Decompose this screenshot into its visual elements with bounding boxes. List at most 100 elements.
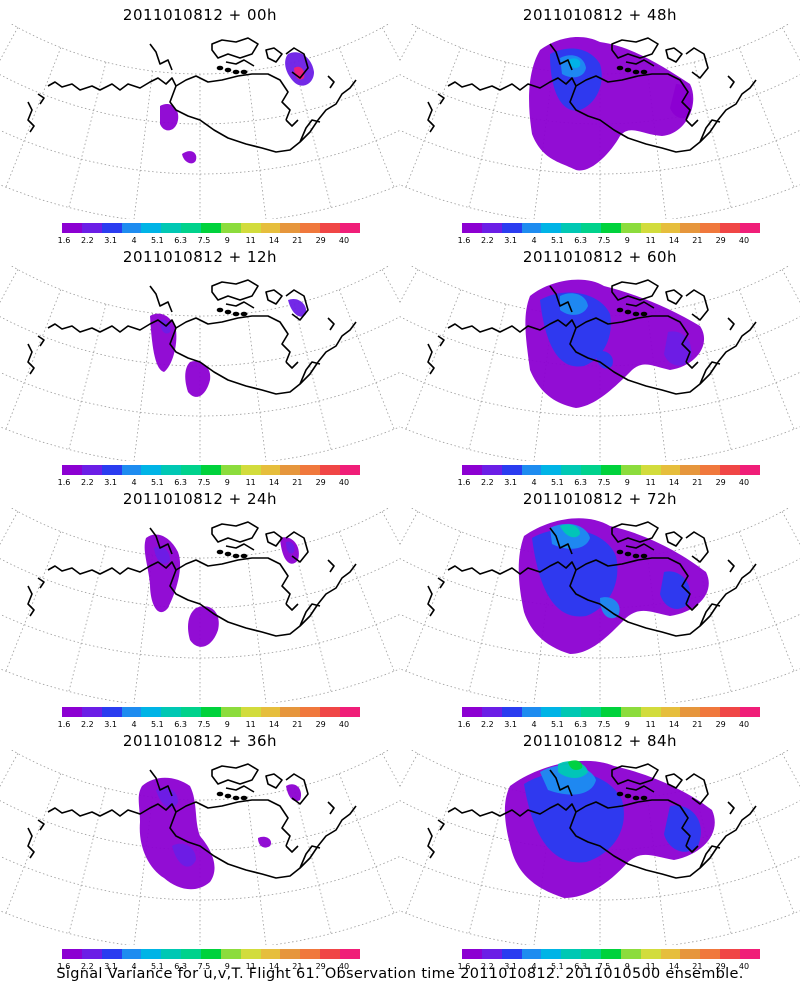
colorbar-label: 4 xyxy=(531,478,537,487)
map xyxy=(0,24,400,219)
colorbar-label: 7.5 xyxy=(197,720,211,729)
colorbar-swatch xyxy=(300,707,321,717)
longitude-line xyxy=(0,27,19,61)
graticule xyxy=(0,24,400,219)
map xyxy=(400,750,800,945)
variance-region xyxy=(670,84,693,119)
colorbar-label: 29 xyxy=(315,962,326,971)
colorbar-label: 5.1 xyxy=(150,962,164,971)
colorbar-swatch xyxy=(481,223,502,233)
variance-region xyxy=(185,360,211,397)
colorbar-swatch xyxy=(62,223,82,233)
colorbar-swatch xyxy=(240,223,261,233)
longitude-line xyxy=(405,47,462,188)
colorbar-label: 11 xyxy=(645,236,656,245)
colorbar-label: 11 xyxy=(645,478,656,487)
longitude-line xyxy=(338,531,395,672)
colorbar-swatch xyxy=(81,465,102,475)
colorbar-label: 14 xyxy=(668,962,680,971)
coast-segment xyxy=(327,75,335,89)
coast-segment xyxy=(685,289,709,321)
colorbar-label: 11 xyxy=(645,962,656,971)
colorbar-labels: 1.6 2.2 3.1 4 5.1 6.3 7.5 9 11 14 21 29 40 xyxy=(0,236,400,246)
coast-segment xyxy=(549,769,573,797)
colorbar-swatch xyxy=(680,465,701,475)
coast-segment xyxy=(149,43,173,71)
latitude-line xyxy=(10,266,390,317)
colorbar-label: 40 xyxy=(738,236,750,245)
colorbar-swatch xyxy=(141,465,162,475)
coast-segment xyxy=(685,603,699,611)
coast-segment xyxy=(447,803,577,817)
variance-region xyxy=(154,546,170,564)
coast-segment xyxy=(175,315,291,363)
colorbar-swatch xyxy=(740,707,760,717)
coast-segment xyxy=(327,559,335,573)
colorbar-label: 14 xyxy=(268,962,280,971)
coast-segment xyxy=(611,279,659,301)
panel-title: 2011010812 + 72h xyxy=(522,490,678,508)
coast-segment xyxy=(317,321,357,363)
colorbar-swatch xyxy=(320,465,341,475)
colorbar-swatch xyxy=(541,223,562,233)
colorbar-swatch xyxy=(101,465,122,475)
graticule xyxy=(0,508,400,703)
coast-segment xyxy=(437,93,445,105)
colorbar-label: 29 xyxy=(715,236,726,245)
coast-segment xyxy=(285,845,299,853)
coastline xyxy=(27,37,357,153)
longitude-line xyxy=(5,773,62,914)
longitude-line xyxy=(738,531,795,672)
colorbar-swatch xyxy=(340,223,360,233)
coast-segment xyxy=(549,527,573,555)
panel-title: 2011010812 + 12h xyxy=(122,248,278,266)
colorbar-label: 1.6 xyxy=(457,236,471,245)
coastline xyxy=(427,763,757,879)
coast-segment xyxy=(717,79,757,121)
colorbar-label: 1.6 xyxy=(457,962,471,971)
longitude-line xyxy=(468,62,507,208)
colorbar-swatch xyxy=(62,707,82,717)
colorbar-label: 3.1 xyxy=(104,236,118,245)
colorbar-swatch xyxy=(101,223,122,233)
coast-segment xyxy=(317,79,357,121)
island xyxy=(232,553,240,559)
colorbar-label: 40 xyxy=(338,720,350,729)
colorbar-swatch xyxy=(660,223,681,233)
coast-segment xyxy=(717,805,757,847)
colorbar-swatch xyxy=(320,707,341,717)
colorbar-label: 2.2 xyxy=(480,720,494,729)
coast-segment xyxy=(211,279,259,301)
variance-region xyxy=(288,298,307,317)
colorbar-swatch xyxy=(561,707,582,717)
coast-segment xyxy=(299,361,321,385)
coast-segment xyxy=(575,73,691,121)
colorbar-swatch xyxy=(181,223,202,233)
colorbar-swatch xyxy=(141,223,162,233)
longitude-line xyxy=(781,511,800,545)
map xyxy=(0,508,400,703)
coast-segment xyxy=(211,37,259,59)
coastline xyxy=(427,37,757,153)
coast-segment xyxy=(717,321,757,363)
coast-segment xyxy=(665,47,683,63)
colorbar-swatch xyxy=(300,223,321,233)
latitude-line xyxy=(10,508,390,559)
longitude-line xyxy=(338,773,395,914)
island xyxy=(616,65,624,71)
colorbar-swatch xyxy=(201,949,221,959)
colorbar-swatch xyxy=(320,949,341,959)
longitude-line xyxy=(68,788,107,934)
panel-12h: 2011010812 + 12h 1.6 2.2 3.1 4 5.1 6.3 7.5 9 11 1… xyxy=(0,242,400,490)
colorbar-swatch xyxy=(561,223,582,233)
coast-segment xyxy=(285,361,299,369)
colorbar-swatch xyxy=(521,223,542,233)
colorbar-label: 6.3 xyxy=(174,962,188,971)
colorbar-label: 21 xyxy=(292,478,303,487)
coast-segment xyxy=(447,561,577,575)
variance-region xyxy=(156,787,178,808)
colorbar-swatch xyxy=(121,707,142,717)
island xyxy=(632,795,640,801)
colorbar-swatch xyxy=(201,707,221,717)
coast-segment xyxy=(175,557,291,605)
